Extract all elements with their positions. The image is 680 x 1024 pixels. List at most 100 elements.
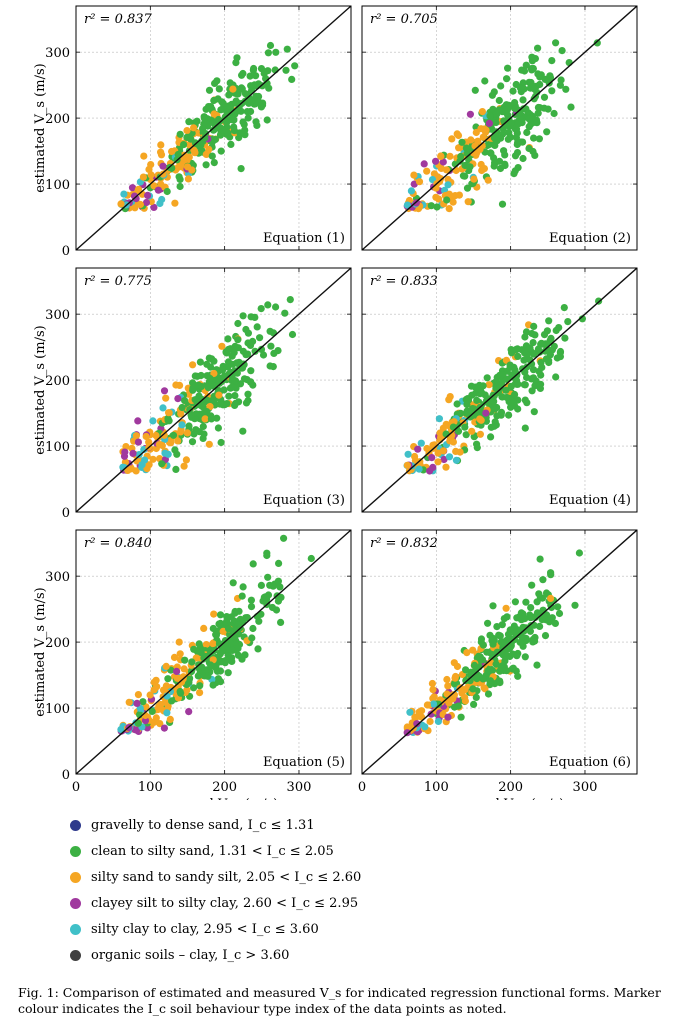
legend-label: clayey silt to silty clay, 2.60 < I_c ≤ … [91, 895, 359, 911]
data-point [131, 204, 139, 212]
data-point [428, 679, 436, 688]
legend-item: silty clay to clay, 2.95 < I_c ≤ 3.60 [70, 916, 670, 942]
data-point [511, 152, 520, 160]
panel-frame [361, 267, 638, 513]
data-point [176, 162, 184, 170]
data-point [496, 632, 504, 640]
data-point [529, 339, 537, 347]
data-point [485, 119, 493, 127]
data-point [232, 99, 240, 107]
data-point [249, 624, 257, 633]
data-point [452, 456, 460, 464]
data-point [130, 192, 139, 200]
data-point [575, 549, 584, 557]
data-point [224, 129, 232, 137]
data-point [557, 76, 565, 84]
data-point [180, 462, 188, 470]
data-point [493, 110, 501, 118]
data-point [445, 699, 453, 707]
data-point [482, 126, 490, 134]
data-point [196, 689, 204, 697]
data-point [496, 677, 504, 685]
scatter-points [403, 549, 584, 737]
data-point [164, 450, 172, 458]
data-point [489, 602, 497, 610]
data-point [501, 161, 509, 170]
data-point [219, 627, 227, 636]
data-point [547, 334, 555, 342]
r-squared-label: r² = 0.775 [84, 274, 152, 289]
data-point [257, 103, 265, 111]
data-point [230, 127, 238, 135]
data-point [446, 152, 454, 160]
data-point [246, 72, 254, 80]
data-point [507, 119, 515, 127]
data-point [251, 347, 259, 355]
data-point [264, 49, 272, 57]
data-point [484, 176, 492, 184]
data-point [187, 135, 195, 143]
data-point [413, 720, 421, 728]
data-point [458, 138, 466, 146]
data-point [511, 366, 519, 374]
data-point [235, 398, 243, 406]
legend-label: silty sand to sandy silt, 2.05 < I_c ≤ 2… [91, 869, 362, 885]
data-point [197, 382, 205, 391]
data-point [254, 645, 262, 653]
y-tick-label: 0 [62, 244, 70, 259]
data-point [191, 396, 199, 404]
data-point [545, 317, 553, 325]
data-point [163, 187, 171, 196]
data-point [525, 123, 533, 131]
data-point [134, 719, 142, 727]
data-point [479, 641, 487, 649]
data-point [426, 717, 434, 726]
data-point [463, 184, 472, 192]
data-point [257, 305, 265, 313]
data-point [527, 614, 535, 622]
data-point [231, 342, 239, 350]
data-point [548, 57, 556, 65]
data-point [150, 678, 158, 686]
data-point [176, 182, 184, 191]
data-point [286, 296, 294, 304]
data-point [186, 406, 194, 414]
data-point [182, 456, 190, 464]
data-point [213, 77, 221, 85]
y-tick-label: 300 [45, 46, 70, 61]
data-point [504, 111, 512, 119]
data-point [552, 373, 560, 381]
data-point [134, 438, 142, 446]
data-point [231, 392, 239, 400]
data-point [403, 461, 411, 469]
legend-marker [70, 871, 81, 883]
data-point [228, 646, 236, 655]
y-tick-label: 200 [45, 112, 70, 127]
data-point [169, 431, 178, 439]
data-point [444, 713, 452, 721]
data-point [221, 657, 230, 665]
data-point [139, 173, 147, 181]
data-point [555, 324, 563, 332]
data-point [456, 684, 464, 692]
data-point [462, 144, 470, 152]
y-tick-label: 0 [62, 768, 70, 783]
data-point [483, 374, 491, 382]
data-point [426, 467, 434, 475]
data-point [511, 104, 519, 112]
data-point [478, 166, 486, 175]
r-squared-label: r² = 0.833 [370, 274, 438, 289]
data-point [275, 559, 283, 568]
data-point [449, 423, 457, 431]
data-point [529, 366, 538, 374]
data-point [528, 581, 536, 589]
data-point [265, 84, 273, 92]
data-point [505, 411, 513, 419]
data-point [255, 617, 263, 625]
x-tick-label: 300 [573, 780, 598, 795]
data-point [528, 329, 536, 338]
data-point [432, 193, 440, 201]
legend-item: clayey silt to silty clay, 2.60 < I_c ≤ … [70, 890, 670, 916]
data-point [197, 402, 205, 410]
data-point [244, 390, 252, 398]
